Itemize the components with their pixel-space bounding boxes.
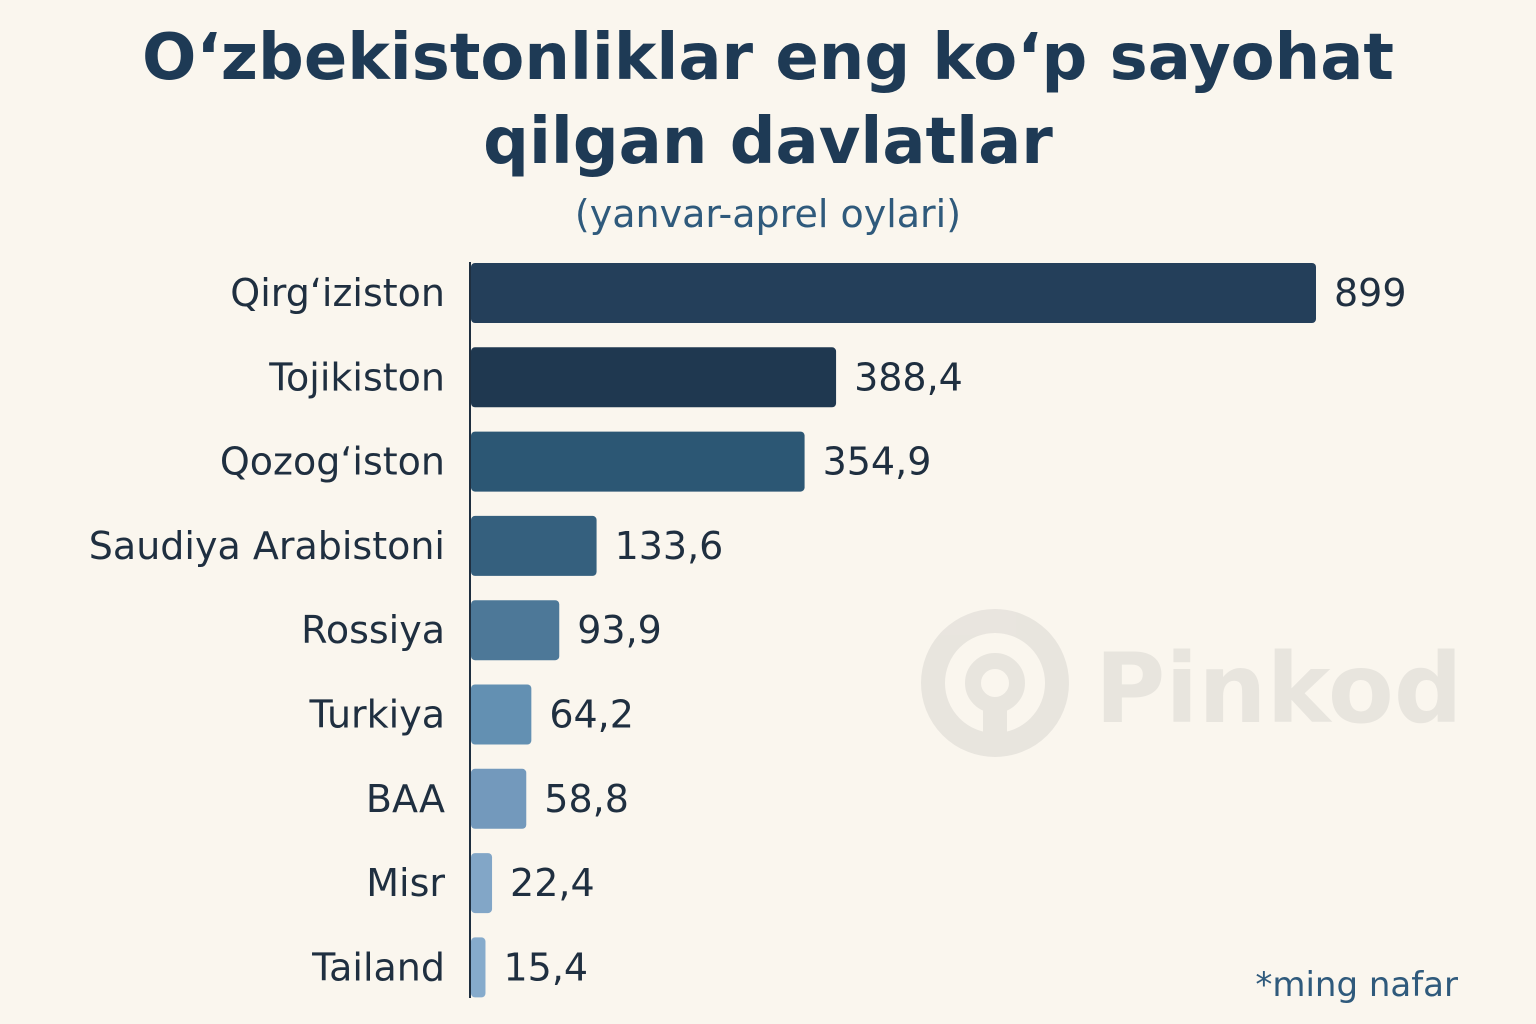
bar	[471, 684, 532, 745]
category-label: Turkiya	[309, 693, 446, 737]
bars-group: Qirg‘iziston 899 Tojikiston 388,4 Qozog‘isto…	[89, 263, 1407, 998]
chart-title-line-2: qilgan davlatlar	[483, 105, 1053, 179]
category-label: Misr	[366, 861, 445, 905]
bar	[471, 768, 527, 829]
watermark-text: Pinkod	[1095, 633, 1463, 745]
bar	[471, 431, 805, 492]
value-label: 899	[1334, 271, 1407, 315]
category-label: Qirg‘iziston	[230, 271, 445, 315]
value-label: 58,8	[544, 777, 629, 821]
watermark: Pinkod	[921, 609, 1463, 757]
bar	[471, 853, 493, 914]
category-label: Rossiya	[301, 608, 445, 652]
value-label: 64,2	[549, 693, 634, 737]
bar	[471, 937, 486, 998]
category-label: Tailand	[311, 945, 445, 989]
bar	[471, 600, 560, 661]
category-label: Qozog‘iston	[220, 440, 445, 484]
unit-footnote: *ming nafar	[1255, 965, 1458, 1005]
chart-title-line-1: O‘zbekistonliklar eng ko‘p sayohat	[142, 21, 1394, 95]
value-label: 388,4	[854, 355, 963, 399]
bar	[471, 263, 1316, 323]
value-label: 133,6	[615, 524, 724, 568]
bar	[471, 347, 837, 408]
pinkod-logo-icon	[921, 609, 1069, 757]
category-label: BAA	[366, 777, 445, 821]
value-label: 15,4	[503, 945, 588, 989]
chart-subtitle: (yanvar-aprel oylari)	[574, 192, 962, 236]
value-label: 93,9	[577, 608, 662, 652]
bar	[471, 515, 597, 576]
category-label: Tojikiston	[268, 355, 445, 399]
value-label: 22,4	[510, 861, 595, 905]
value-label: 354,9	[823, 440, 932, 484]
category-label: Saudiya Arabistoni	[89, 524, 445, 568]
